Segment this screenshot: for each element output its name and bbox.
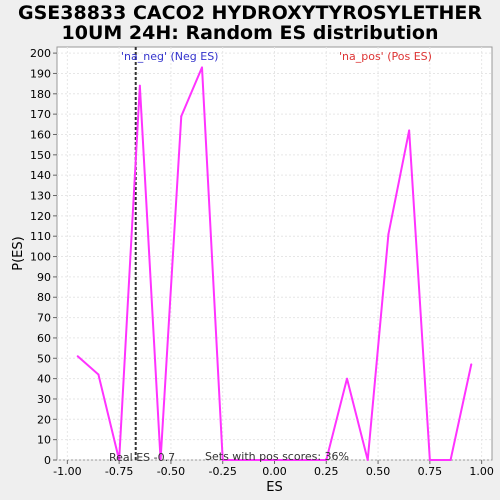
x-tick-label: 0.25 xyxy=(314,465,339,478)
y-tick-label: 120 xyxy=(30,210,51,223)
neg-es-label: 'na_neg' (Neg ES) xyxy=(121,50,218,63)
data-point xyxy=(180,115,183,118)
y-tick-label: 100 xyxy=(30,251,51,264)
data-point xyxy=(263,459,266,461)
data-point xyxy=(97,373,100,376)
pos-scores-label: Sets with pos scores: 36% xyxy=(205,450,349,463)
data-point xyxy=(242,459,245,461)
data-point xyxy=(221,459,224,461)
chart-title-line-2: 10UM 24H: Random ES distribution xyxy=(61,22,439,44)
y-tick-label: 50 xyxy=(37,352,51,365)
y-tick-label: 60 xyxy=(37,332,51,345)
data-point xyxy=(201,66,203,69)
x-tick-label: -0.50 xyxy=(157,465,185,478)
data-point xyxy=(428,459,431,461)
data-point xyxy=(283,459,286,461)
y-tick-label: 200 xyxy=(30,47,51,60)
y-tick-label: 190 xyxy=(30,67,51,80)
y-tick-label: 70 xyxy=(37,312,51,325)
y-tick-label: 160 xyxy=(30,128,51,141)
y-tick-label: 150 xyxy=(30,149,51,162)
x-axis-ticks: -1.00 -0.75 -0.50 -0.25 0.00 0.25 0.50 0.75 1.00 xyxy=(53,460,494,478)
y-tick-label: 140 xyxy=(30,169,51,182)
data-point xyxy=(325,459,328,461)
y-axis-ticks: 0 10 20 30 40 50 60 70 80 90 100 110 120 130 140 150 160… xyxy=(30,47,57,467)
y-tick-label: 20 xyxy=(37,413,51,426)
y-tick-label: 130 xyxy=(30,190,51,203)
chart-title-line-1: GSE38833 CACO2 HYDROXYTYROSYLETHER xyxy=(18,2,482,24)
x-tick-label: 1.00 xyxy=(469,465,494,478)
data-point xyxy=(449,459,452,461)
pos-es-label: 'na_pos' (Pos ES) xyxy=(339,50,432,63)
series-line xyxy=(77,66,473,461)
data-point xyxy=(387,233,390,236)
y-tick-label: 170 xyxy=(30,108,51,121)
y-axis-label: P(ES) xyxy=(11,236,26,270)
x-tick-label: 0.00 xyxy=(262,465,287,478)
x-tick-label: -1.00 xyxy=(53,465,81,478)
data-point xyxy=(408,129,411,132)
data-point xyxy=(304,459,307,461)
y-tick-label: 40 xyxy=(37,373,51,386)
data-point xyxy=(76,355,79,358)
x-axis-label: ES xyxy=(266,480,282,495)
y-tick-label: 0 xyxy=(44,454,51,467)
y-tick-label: 10 xyxy=(37,434,51,447)
data-point xyxy=(118,459,121,461)
x-tick-label: -0.75 xyxy=(105,465,133,478)
real-es-label: Real ES -0.7 xyxy=(109,451,175,464)
y-tick-label: 180 xyxy=(30,88,51,101)
x-tick-label: 0.75 xyxy=(418,465,443,478)
y-tick-label: 80 xyxy=(37,291,51,304)
data-point xyxy=(346,377,348,380)
data-point xyxy=(366,459,369,461)
x-tick-label: -0.25 xyxy=(208,465,236,478)
y-tick-label: 90 xyxy=(37,271,51,284)
y-tick-label: 30 xyxy=(37,393,51,406)
data-point xyxy=(470,363,473,366)
data-point xyxy=(159,459,162,461)
x-tick-label: 0.50 xyxy=(366,465,391,478)
data-point xyxy=(138,84,141,87)
y-tick-label: 110 xyxy=(30,230,51,243)
series-points xyxy=(76,66,473,461)
